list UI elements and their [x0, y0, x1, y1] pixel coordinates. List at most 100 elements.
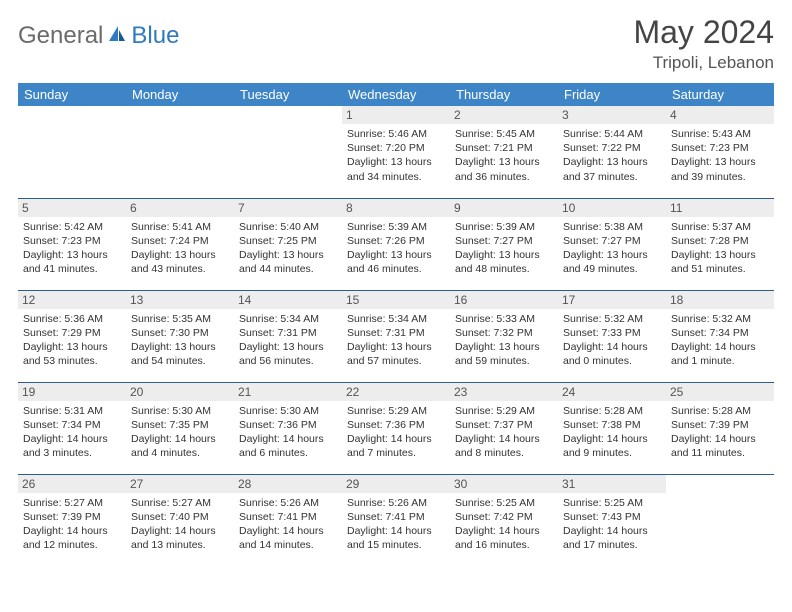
day-number: 8: [342, 199, 450, 217]
sunset-text: Sunset: 7:34 PM: [23, 418, 121, 432]
sunrise-text: Sunrise: 5:28 AM: [563, 404, 661, 418]
sunrise-text: Sunrise: 5:25 AM: [563, 496, 661, 510]
sunrise-text: Sunrise: 5:32 AM: [563, 312, 661, 326]
calendar-empty: [666, 474, 774, 566]
daylight-text: Daylight: 14 hours and 15 minutes.: [347, 524, 445, 552]
day-number: 14: [234, 291, 342, 309]
calendar-day: 18Sunrise: 5:32 AMSunset: 7:34 PMDayligh…: [666, 290, 774, 382]
day-number: 28: [234, 475, 342, 493]
daylight-text: Daylight: 14 hours and 6 minutes.: [239, 432, 337, 460]
sunset-text: Sunset: 7:24 PM: [131, 234, 229, 248]
sunrise-text: Sunrise: 5:35 AM: [131, 312, 229, 326]
sunset-text: Sunset: 7:30 PM: [131, 326, 229, 340]
sunrise-text: Sunrise: 5:25 AM: [455, 496, 553, 510]
day-number: 22: [342, 383, 450, 401]
daylight-text: Daylight: 14 hours and 11 minutes.: [671, 432, 769, 460]
calendar-day: 4Sunrise: 5:43 AMSunset: 7:23 PMDaylight…: [666, 106, 774, 198]
calendar-week: 26Sunrise: 5:27 AMSunset: 7:39 PMDayligh…: [18, 474, 774, 566]
day-header: Friday: [558, 83, 666, 106]
sunrise-text: Sunrise: 5:46 AM: [347, 127, 445, 141]
sunset-text: Sunset: 7:31 PM: [239, 326, 337, 340]
sunset-text: Sunset: 7:29 PM: [23, 326, 121, 340]
sunset-text: Sunset: 7:27 PM: [563, 234, 661, 248]
calendar-day: 21Sunrise: 5:30 AMSunset: 7:36 PMDayligh…: [234, 382, 342, 474]
day-number: 3: [558, 106, 666, 124]
sunset-text: Sunset: 7:32 PM: [455, 326, 553, 340]
calendar-day: 9Sunrise: 5:39 AMSunset: 7:27 PMDaylight…: [450, 198, 558, 290]
calendar-day: 26Sunrise: 5:27 AMSunset: 7:39 PMDayligh…: [18, 474, 126, 566]
sunrise-text: Sunrise: 5:29 AM: [347, 404, 445, 418]
sunrise-text: Sunrise: 5:27 AM: [131, 496, 229, 510]
day-number: 19: [18, 383, 126, 401]
sunset-text: Sunset: 7:26 PM: [347, 234, 445, 248]
brand-part1: General: [18, 22, 103, 50]
day-number: 20: [126, 383, 234, 401]
day-number: 15: [342, 291, 450, 309]
calendar-week: 19Sunrise: 5:31 AMSunset: 7:34 PMDayligh…: [18, 382, 774, 474]
day-header: Tuesday: [234, 83, 342, 106]
sunset-text: Sunset: 7:41 PM: [239, 510, 337, 524]
day-number: 29: [342, 475, 450, 493]
calendar-empty: [126, 106, 234, 198]
location-label: Tripoli, Lebanon: [633, 53, 774, 73]
daylight-text: Daylight: 14 hours and 17 minutes.: [563, 524, 661, 552]
daylight-text: Daylight: 13 hours and 49 minutes.: [563, 248, 661, 276]
daylight-text: Daylight: 13 hours and 54 minutes.: [131, 340, 229, 368]
day-number: 31: [558, 475, 666, 493]
daylight-text: Daylight: 14 hours and 4 minutes.: [131, 432, 229, 460]
calendar-day: 15Sunrise: 5:34 AMSunset: 7:31 PMDayligh…: [342, 290, 450, 382]
calendar-week: 1Sunrise: 5:46 AMSunset: 7:20 PMDaylight…: [18, 106, 774, 198]
sunset-text: Sunset: 7:36 PM: [347, 418, 445, 432]
calendar-day: 24Sunrise: 5:28 AMSunset: 7:38 PMDayligh…: [558, 382, 666, 474]
sunrise-text: Sunrise: 5:39 AM: [347, 220, 445, 234]
calendar-day: 12Sunrise: 5:36 AMSunset: 7:29 PMDayligh…: [18, 290, 126, 382]
sunrise-text: Sunrise: 5:37 AM: [671, 220, 769, 234]
sunset-text: Sunset: 7:43 PM: [563, 510, 661, 524]
calendar-empty: [234, 106, 342, 198]
daylight-text: Daylight: 14 hours and 14 minutes.: [239, 524, 337, 552]
sunset-text: Sunset: 7:42 PM: [455, 510, 553, 524]
calendar-day: 17Sunrise: 5:32 AMSunset: 7:33 PMDayligh…: [558, 290, 666, 382]
day-number: 17: [558, 291, 666, 309]
day-number: 24: [558, 383, 666, 401]
daylight-text: Daylight: 14 hours and 16 minutes.: [455, 524, 553, 552]
calendar-page: General Blue May 2024 Tripoli, Lebanon S…: [0, 0, 792, 566]
sunrise-text: Sunrise: 5:42 AM: [23, 220, 121, 234]
day-number: 30: [450, 475, 558, 493]
calendar-table: SundayMondayTuesdayWednesdayThursdayFrid…: [18, 83, 774, 566]
day-header: Wednesday: [342, 83, 450, 106]
daylight-text: Daylight: 13 hours and 57 minutes.: [347, 340, 445, 368]
sunrise-text: Sunrise: 5:45 AM: [455, 127, 553, 141]
sunset-text: Sunset: 7:23 PM: [23, 234, 121, 248]
calendar-day: 3Sunrise: 5:44 AMSunset: 7:22 PMDaylight…: [558, 106, 666, 198]
brand-part2: Blue: [131, 22, 179, 50]
day-number: 27: [126, 475, 234, 493]
calendar-day: 14Sunrise: 5:34 AMSunset: 7:31 PMDayligh…: [234, 290, 342, 382]
sunset-text: Sunset: 7:20 PM: [347, 141, 445, 155]
calendar-day: 25Sunrise: 5:28 AMSunset: 7:39 PMDayligh…: [666, 382, 774, 474]
sail-icon: [107, 24, 127, 49]
calendar-day: 13Sunrise: 5:35 AMSunset: 7:30 PMDayligh…: [126, 290, 234, 382]
calendar-day: 5Sunrise: 5:42 AMSunset: 7:23 PMDaylight…: [18, 198, 126, 290]
calendar-day: 2Sunrise: 5:45 AMSunset: 7:21 PMDaylight…: [450, 106, 558, 198]
sunrise-text: Sunrise: 5:36 AM: [23, 312, 121, 326]
calendar-day: 8Sunrise: 5:39 AMSunset: 7:26 PMDaylight…: [342, 198, 450, 290]
calendar-day: 28Sunrise: 5:26 AMSunset: 7:41 PMDayligh…: [234, 474, 342, 566]
day-number: 25: [666, 383, 774, 401]
day-number: 26: [18, 475, 126, 493]
sunset-text: Sunset: 7:27 PM: [455, 234, 553, 248]
day-number: 9: [450, 199, 558, 217]
daylight-text: Daylight: 13 hours and 44 minutes.: [239, 248, 337, 276]
daylight-text: Daylight: 13 hours and 34 minutes.: [347, 155, 445, 183]
sunset-text: Sunset: 7:31 PM: [347, 326, 445, 340]
day-number: 7: [234, 199, 342, 217]
sunrise-text: Sunrise: 5:28 AM: [671, 404, 769, 418]
daylight-text: Daylight: 14 hours and 8 minutes.: [455, 432, 553, 460]
daylight-text: Daylight: 14 hours and 13 minutes.: [131, 524, 229, 552]
calendar-day: 31 Sunrise: 5:25 AMSunset: 7:43 PMDayligh…: [558, 474, 666, 566]
sunset-text: Sunset: 7:21 PM: [455, 141, 553, 155]
daylight-text: Daylight: 13 hours and 36 minutes.: [455, 155, 553, 183]
sunrise-text: Sunrise: 5:38 AM: [563, 220, 661, 234]
sunrise-text: Sunrise: 5:39 AM: [455, 220, 553, 234]
sunset-text: Sunset: 7:33 PM: [563, 326, 661, 340]
